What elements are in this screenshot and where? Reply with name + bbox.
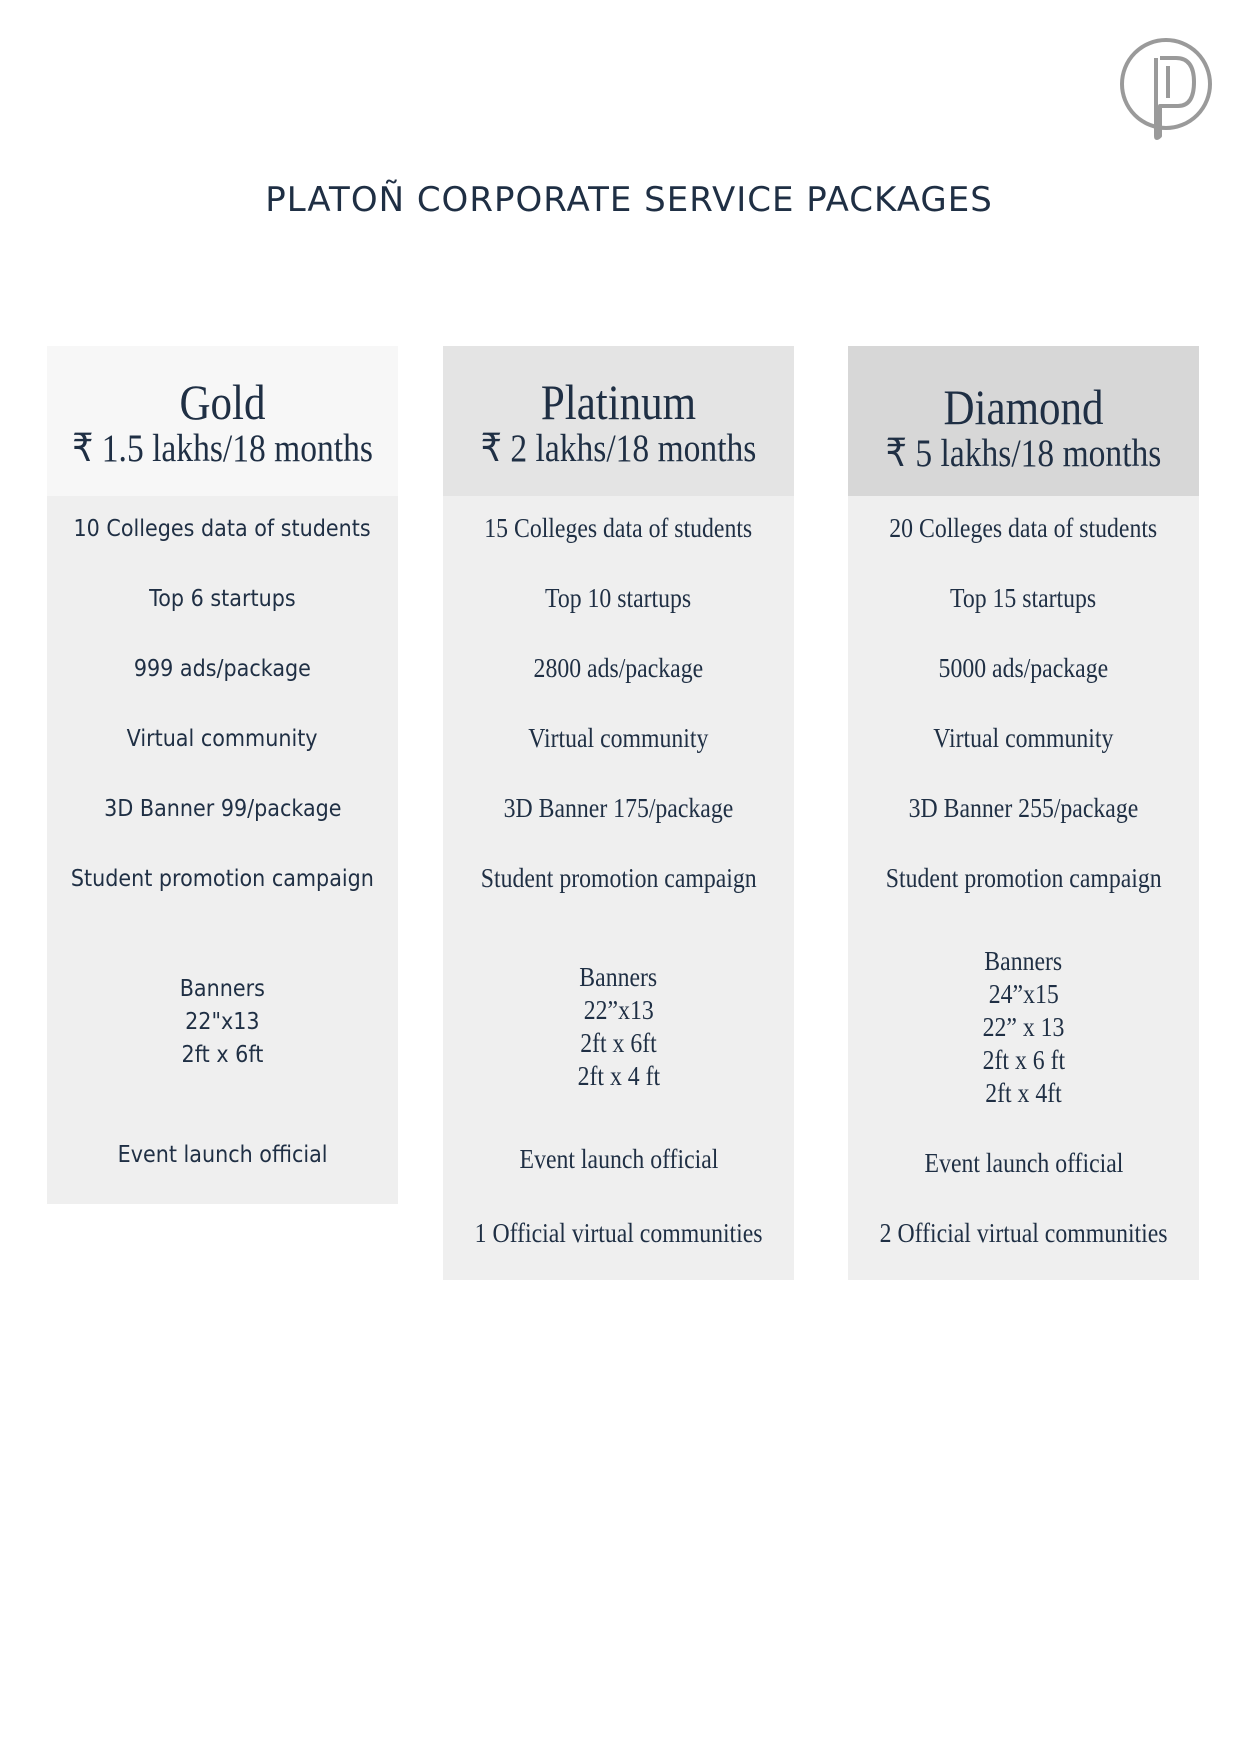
feature-item: Event launch official bbox=[924, 1148, 1123, 1178]
feature-item: Top 15 startups bbox=[950, 583, 1097, 613]
feature-item: Student promotion campaign bbox=[480, 863, 757, 893]
feature-item: Top 10 startups bbox=[545, 583, 692, 613]
package-name: Gold bbox=[179, 374, 266, 430]
feature-item: Event launch official bbox=[117, 1142, 328, 1168]
package-header: Diamond ₹ 5 lakhs/18 months bbox=[848, 346, 1199, 496]
banner-size: 2ft x 6 ft bbox=[982, 1045, 1065, 1075]
banners-heading: Banners bbox=[179, 976, 266, 1002]
feature-item: Virtual community bbox=[528, 723, 709, 753]
feature-item: 3D Banner 99/package bbox=[103, 796, 342, 822]
banner-size: 22”x13 bbox=[583, 995, 654, 1025]
feature-item: 1 Official virtual communities bbox=[474, 1218, 763, 1248]
package-card-platinum: Platinum ₹ 2 lakhs/18 months 15 Colleges… bbox=[443, 346, 794, 1280]
feature-item: 2 Official virtual communities bbox=[879, 1218, 1168, 1248]
feature-item: 3D Banner 175/package bbox=[503, 793, 734, 823]
package-features: 10 Colleges data of students Top 6 start… bbox=[47, 496, 398, 1204]
banner-size: 24”x15 bbox=[988, 979, 1059, 1009]
banner-size: 2ft x 4 ft bbox=[577, 1061, 660, 1091]
package-card-diamond: Diamond ₹ 5 lakhs/18 months 20 Colleges … bbox=[848, 346, 1199, 1280]
feature-item: Virtual community bbox=[933, 723, 1114, 753]
feature-item: Top 6 startups bbox=[149, 586, 296, 612]
feature-item: Virtual community bbox=[127, 726, 318, 752]
package-price: ₹ 1.5 lakhs/18 months bbox=[72, 427, 373, 470]
feature-item: 10 Colleges data of students bbox=[73, 516, 372, 542]
package-card-gold: Gold ₹ 1.5 lakhs/18 months 10 Colleges d… bbox=[47, 346, 398, 1204]
feature-item: 2800 ads/package bbox=[533, 653, 704, 683]
package-name: Diamond bbox=[943, 379, 1104, 435]
package-price: ₹ 2 lakhs/18 months bbox=[480, 427, 757, 470]
banner-size: 22"x13 bbox=[185, 1009, 260, 1035]
feature-item: 20 Colleges data of students bbox=[889, 513, 1158, 543]
feature-item: 15 Colleges data of students bbox=[484, 513, 753, 543]
package-price: ₹ 5 lakhs/18 months bbox=[885, 432, 1162, 475]
package-name: Platinum bbox=[540, 374, 697, 430]
package-header: Platinum ₹ 2 lakhs/18 months bbox=[443, 346, 794, 496]
feature-item: Student promotion campaign bbox=[885, 863, 1162, 893]
banners-heading: Banners bbox=[984, 946, 1063, 976]
banner-size: 2ft x 6ft bbox=[580, 1028, 657, 1058]
package-features: 15 Colleges data of students Top 10 star… bbox=[443, 496, 794, 1280]
page-title: PLATOÑ CORPORATE SERVICE PACKAGES bbox=[265, 180, 993, 220]
banner-size: 2ft x 6ft bbox=[181, 1042, 264, 1068]
package-header: Gold ₹ 1.5 lakhs/18 months bbox=[47, 346, 398, 496]
feature-item: Event launch official bbox=[519, 1144, 718, 1174]
feature-item: 5000 ads/package bbox=[938, 653, 1109, 683]
feature-item: 3D Banner 255/package bbox=[908, 793, 1139, 823]
package-features: 20 Colleges data of students Top 15 star… bbox=[848, 496, 1199, 1280]
platon-logo-icon bbox=[1120, 38, 1212, 140]
feature-item: 999 ads/package bbox=[133, 656, 312, 682]
feature-item: Student promotion campaign bbox=[70, 866, 375, 892]
banners-heading: Banners bbox=[579, 962, 658, 992]
banner-size: 22” x 13 bbox=[982, 1012, 1065, 1042]
banner-size: 2ft x 4ft bbox=[985, 1078, 1062, 1108]
